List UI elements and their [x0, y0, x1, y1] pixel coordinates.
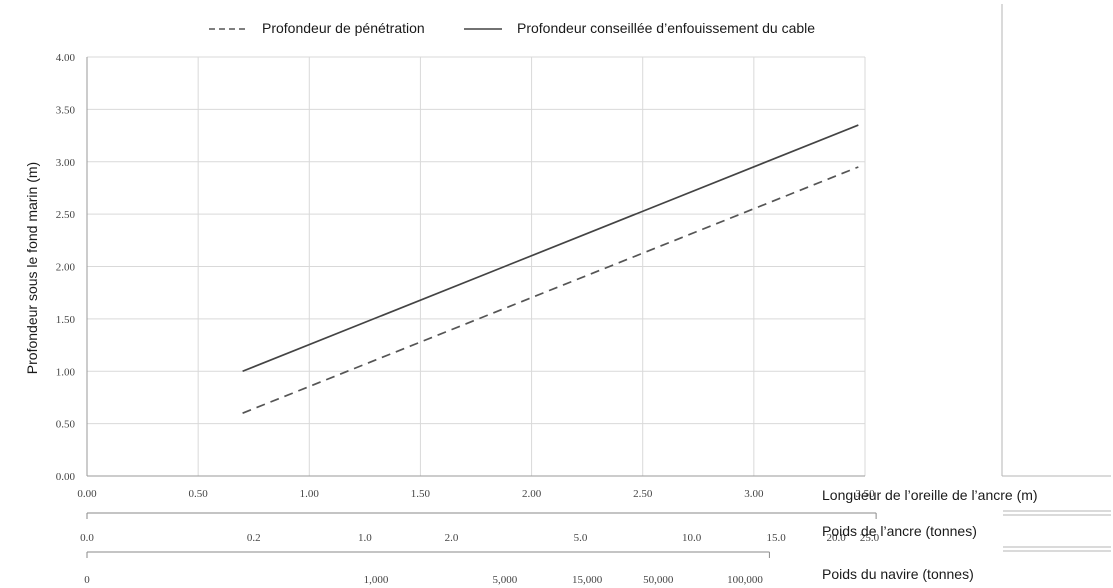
y-tick-label-4: 2.00: [56, 262, 76, 274]
y-tick-label-8: 4.00: [56, 52, 76, 64]
legend-entry-burial: Profondeur conseillée d’enfouissement du…: [517, 20, 815, 36]
y-tick-label-7: 3.50: [56, 104, 76, 116]
scale-1-tick-label-0: 0: [84, 574, 90, 586]
y-tick-label-6: 3.00: [56, 157, 76, 169]
legend: Profondeur de pénétration Profondeur con…: [209, 20, 815, 36]
x-tick-label-1: 0.50: [189, 488, 209, 500]
x-tick-label-7: 3.50: [855, 488, 875, 500]
legend-entry-penetration: Profondeur de pénétration: [262, 20, 425, 36]
scale-0-tick-label-2: 1.0: [358, 532, 372, 544]
scale-0-tick-label-1: 0.2: [247, 532, 261, 544]
series-line-0: [242, 166, 859, 414]
axes: [86, 57, 865, 477]
scale-0-tick-label-3: 2.0: [445, 532, 459, 544]
grid: [87, 56, 866, 476]
x-tick-label-2: 1.00: [300, 488, 320, 500]
x-tick-label-0: 0.00: [77, 488, 97, 500]
series: [242, 124, 859, 414]
y-axis-label: Profondeur sous le fond marin (m): [24, 162, 40, 374]
y-tick-label-1: 0.50: [56, 419, 76, 431]
scale-0-tick-label-4: 5.0: [574, 532, 588, 544]
scale-0-tick-label-7: 20.0: [826, 532, 846, 544]
x-tick-label-3: 1.50: [411, 488, 431, 500]
y-tick-label-0: 0.00: [56, 471, 76, 483]
y-tick-label-2: 1.00: [56, 366, 76, 378]
scale-1-tick-label-5: 100,000: [727, 574, 763, 586]
scale-0-tick-label-5: 10.0: [682, 532, 702, 544]
scale-1-tick-label-3: 15,000: [572, 574, 603, 586]
anchor-weight-label: Poids de l’ancre (tonnes): [822, 523, 977, 539]
vessel-weight-label: Poids du navire (tonnes): [822, 566, 974, 582]
scale-1-tick-label-2: 5,000: [493, 574, 518, 586]
tick-labels: 0.00 0.50 1.00 1.50 2.00 2.50 3.00 3.50 4.00 0.00…: [56, 52, 875, 500]
scale-0-tick-label-8: 25.0: [860, 532, 880, 544]
x-axis-label: Longueur de l’oreille de l’ancre (m): [822, 487, 1038, 503]
secondary-scales: 0.0 0.2 1.0 2.0 5.0 10.0 15.0 20.0 25.0 0 1,000 5,0…: [80, 512, 880, 586]
scale-1-tick-label-1: 1,000: [364, 574, 389, 586]
series-line-1: [242, 124, 859, 373]
scale-0-tick-label-0: 0.0: [80, 532, 94, 544]
x-tick-label-4: 2.00: [522, 488, 542, 500]
y-tick-label-3: 1.50: [56, 314, 76, 326]
x-tick-label-6: 3.00: [744, 488, 764, 500]
y-tick-label-5: 2.50: [56, 209, 76, 221]
scale-0-tick-label-6: 15.0: [766, 532, 786, 544]
right-frame: [1001, 4, 1111, 552]
x-tick-label-5: 2.50: [633, 488, 653, 500]
scale-1-tick-label-4: 50,000: [643, 574, 674, 586]
